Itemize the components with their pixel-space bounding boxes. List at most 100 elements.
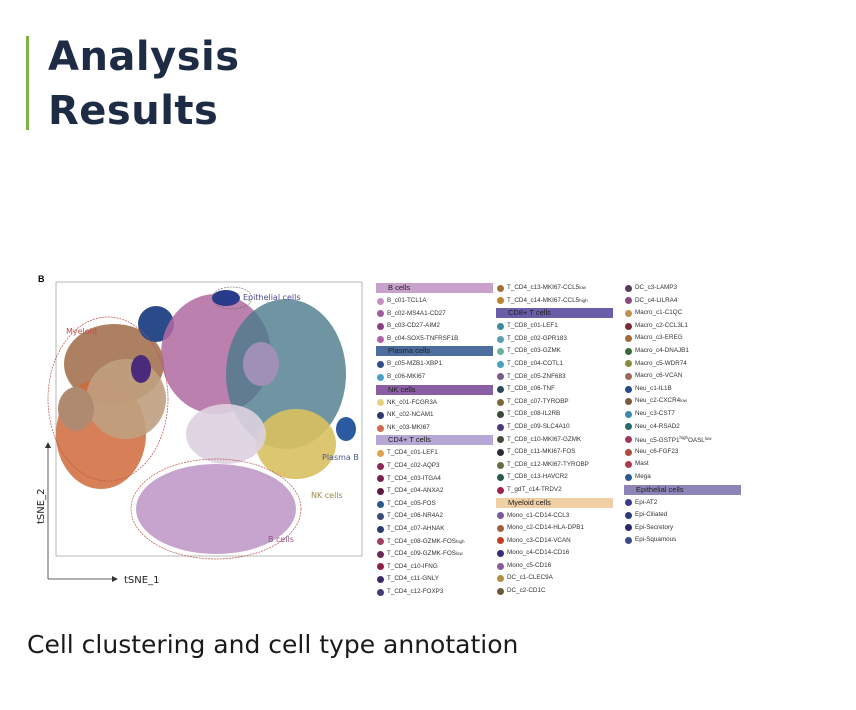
legend-item: T_CD4_c05-FOS [374,498,496,511]
cluster-marker-icon [625,448,632,456]
legend-group-header: Myeloid cells [496,497,613,508]
legend-label: B_c02-MS4A1-CD27 [387,309,446,317]
cluster-marker-icon [497,575,504,583]
nk-cluster [256,409,336,479]
legend-item: Macro_c4-DNAJB1 [622,345,744,358]
cluster-marker-icon [625,473,632,481]
cluster-marker-icon [497,474,504,482]
mono-c4-cluster [131,355,151,383]
cluster-marker-icon [497,411,504,419]
cluster-marker-icon [497,335,504,343]
legend-item: Epi-Squamous [622,534,744,547]
cluster-marker-icon [497,512,504,520]
legend-label: Mega [635,472,651,480]
legend-item: Neu_c2-CXCR4 low [622,395,744,408]
legend-item: T_CD8_c10-MKI67-GZMK [494,434,616,447]
legend-item: Mast [622,458,744,471]
title-line-1: Analysis [48,34,240,80]
cluster-marker-icon [497,398,504,406]
legend-item: T_CD4_c01-LEF1 [374,447,496,460]
legend-item: NK_c01-FCGR3A [374,397,496,410]
cluster-marker-icon [377,411,384,419]
legend-group-header: CD4+ T cells [376,435,493,446]
legend-item: B_c06-MKI67 [374,371,496,384]
legend-label: T_CD4_c07-AHNAK [387,524,445,532]
legend-label: Neu_c2-CXCR4 [635,397,681,405]
plot-frame [55,281,363,557]
legend-label: Mast [635,460,649,468]
cluster-marker-icon [497,348,504,356]
legend-label: T_CD8_c01-LEF1 [507,322,558,330]
legend-column: B cells B_c01-TCL1A B_c02-MS4A1-CD27 B_c03-… [374,282,496,598]
legend-label: T_gdT_c14-TRDV2 [507,485,562,493]
tsne-figure: B Myeloid Epithelial cells Plasma B NK c… [36,274,741,596]
legend-item: Macro_c2-CCL3L1 [622,320,744,333]
region-label-myeloid: Myeloid [66,327,97,336]
cluster-marker-icon [625,372,632,380]
legend-item: Neu_c1-IL1B [622,383,744,396]
legend-label: NK_c02-NCAM1 [387,411,434,419]
legend-item: T_CD8_c13-HAVCR2 [494,471,616,484]
legend-item: T_CD8_c02-GPR183 [494,333,616,346]
title-accent-bar [26,36,29,130]
legend-item: T_CD4_c13-MKI67-CCL5 low [494,282,616,295]
legend-label: Mono_c5-CD16 [507,561,552,569]
legend-label: T_CD8_c11-MKI67-FOS [507,448,576,456]
legend-item: DC_c2-CD1C [494,585,616,598]
cluster-marker-icon [377,399,384,407]
legend-item: Mono_c1-CD14-CCL3 [494,510,616,523]
legend-label: DC_c1-CLEC9A [507,574,553,582]
legend-label: Macro_c2-CCL3L1 [635,321,688,329]
legend-label: B_c04-SOX5-TNFRSF1B [387,334,459,342]
legend-item: T_CD4_c10-IFNG [374,561,496,574]
cluster-marker-icon [497,486,504,494]
cluster-marker-icon [497,423,504,431]
legend-item: T_CD8_c12-MKI67-TYROBP [494,459,616,472]
legend-item: T_CD4_c14-MKI67-CCL5 high [494,295,616,308]
cd8-inner-cluster [243,342,279,386]
title-line-2: Results [48,88,219,134]
legend-label: Macro_c5-WDR74 [635,359,687,367]
cluster-marker-icon [497,524,504,532]
legend-group-header: Plasma cells [376,346,493,357]
cluster-marker-icon [625,385,632,393]
legend-label-superscript: low [704,436,712,442]
cluster-marker-icon [377,373,384,381]
legend-label: T_CD8_c07-TYROBP [507,397,569,405]
legend-label: T_CD8_c05-ZNF683 [507,372,566,380]
legend-item: T_CD4_c04-ANXA2 [374,485,496,498]
legend-item: Neu_c4-RSAD2 [622,421,744,434]
legend-item: B_c02-MS4A1-CD27 [374,308,496,321]
legend-label: T_CD8_c10-MKI67-GZMK [507,435,582,443]
region-label-bcells: B cells [268,535,294,544]
legend-label: T_CD4_c13-MKI67-CCL5 [507,284,580,291]
cluster-marker-icon [497,537,504,545]
legend-label: B_c03-CD27-AIM2 [387,322,440,330]
legend-item: Mono_c5-CD16 [494,560,616,573]
legend-label: T_CD4_c05-FOS [387,499,436,507]
legend-label: T_CD8_c02-GPR183 [507,334,567,342]
legend-label: Macro_c1-C1QC [635,309,683,317]
cluster-marker-icon [625,297,632,305]
legend-item: T_CD8_c01-LEF1 [494,320,616,333]
b-cluster-top [186,404,266,464]
legend-label: Mono_c3-CD14-VCAN [507,536,571,544]
figure-caption: Cell clustering and cell type annotation [27,630,519,659]
legend-item: T_CD4_c02-AQP3 [374,460,496,473]
cluster-marker-icon [497,436,504,444]
legend-label: T_CD8_c08-IL2RB [507,410,561,418]
cd8-cluster [226,299,346,449]
legend-label: T_CD8_c09-SLC4A10 [507,422,570,430]
cluster-marker-icon [625,347,632,355]
legend-item: DC_c4-LILRA4 [622,295,744,308]
legend-label: Macro_c6-VCAN [635,372,683,380]
legend-label: Neu_c5-GSTP1highOASL [635,434,705,444]
legend-label: DC_c3-LAMP3 [635,284,677,291]
cluster-marker-icon [497,385,504,393]
cluster-marker-icon [625,499,632,507]
cluster-marker-icon [625,537,632,545]
legend-label: T_CD4_c12-FOXP3 [387,587,444,595]
cluster-marker-icon [497,562,504,570]
legend-item: T_CD8_c07-TYROBP [494,396,616,409]
cluster-marker-icon [377,500,384,508]
